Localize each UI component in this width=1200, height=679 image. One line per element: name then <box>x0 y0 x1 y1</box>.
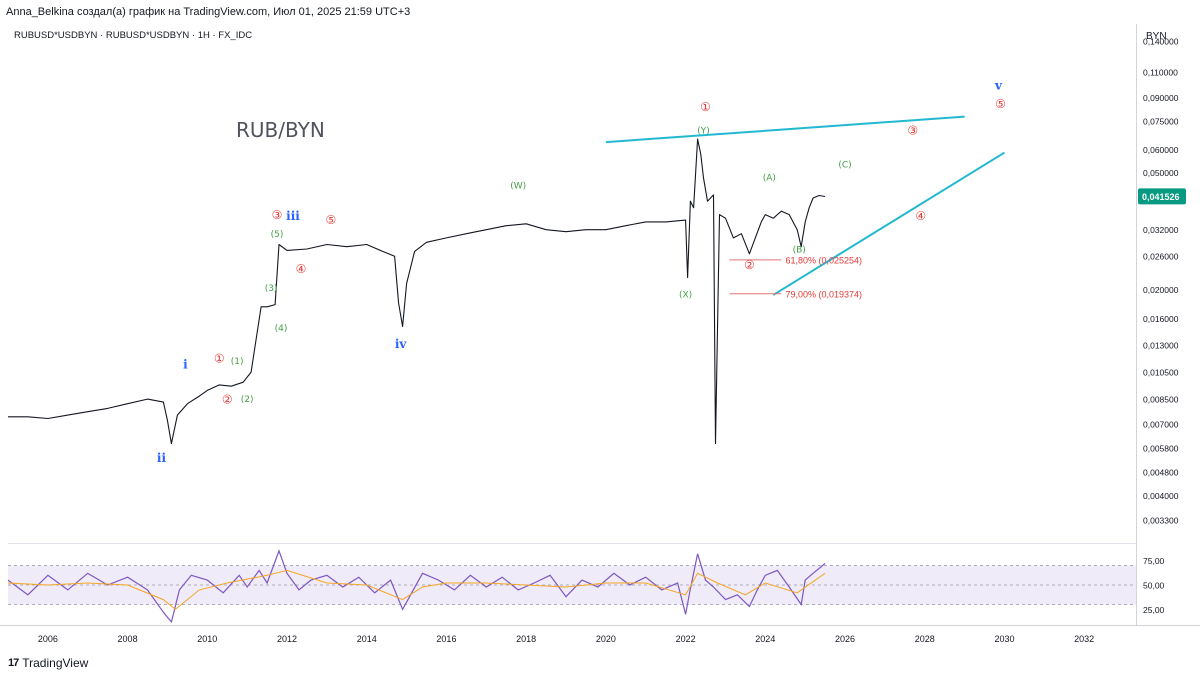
time-tick-label: 2026 <box>835 634 855 644</box>
footer-branding: 17 TradingView <box>8 656 88 670</box>
wave-label: (A) <box>763 174 776 184</box>
time-tick-label: 2006 <box>38 634 58 644</box>
tradingview-brand: TradingView <box>22 656 89 670</box>
tradingview-logo-icon: 17 <box>8 657 19 669</box>
oscillator-tick-label: 75,00 <box>1143 556 1165 566</box>
time-tick-label: 2010 <box>197 634 217 644</box>
wave-label: ② <box>222 393 233 407</box>
wave-label: (1) <box>231 357 244 367</box>
price-tick-label: 0,026000 <box>1143 252 1179 262</box>
time-tick-label: 2018 <box>516 634 536 644</box>
wave-label: ① <box>214 352 225 366</box>
wave-label: (2) <box>241 395 254 405</box>
symbol-line: RUBUSD*USDBYN · RUBUSD*USDBYN · 1H · FX_… <box>14 30 253 41</box>
price-tick-label: 0,013000 <box>1143 340 1179 350</box>
oscillator-tick-label: 25,00 <box>1143 605 1165 615</box>
oscillator-tick-label: 50,00 <box>1143 581 1165 591</box>
price-tick-label: 0,090000 <box>1143 93 1179 103</box>
wave-label: (B) <box>793 245 806 255</box>
wave-label: v <box>994 78 1003 92</box>
wave-label: ③ <box>907 123 918 137</box>
time-tick-label: 2020 <box>596 634 616 644</box>
chart-title: RUB/BYN <box>236 118 325 142</box>
current-price-badge <box>1138 188 1186 205</box>
time-tick-label: 2012 <box>277 634 297 644</box>
oscillator-signal-line <box>7 569 826 611</box>
trendline <box>772 151 1005 296</box>
price-tick-label: 0,004000 <box>1143 491 1179 501</box>
wave-label: iv <box>395 337 408 351</box>
time-tick-label: 2032 <box>1074 634 1094 644</box>
price-tick-label: 0,075000 <box>1143 116 1179 126</box>
price-tick-label: 0,050000 <box>1143 168 1179 178</box>
price-series-line <box>8 138 826 445</box>
time-tick-label: 2028 <box>915 634 935 644</box>
wave-label: (Y) <box>697 126 710 136</box>
time-tick-label: 2022 <box>676 634 696 644</box>
price-tick-label: 0,140000 <box>1143 37 1179 47</box>
current-price-label: 0,041526 <box>1142 192 1180 202</box>
time-tick-label: 2030 <box>994 634 1014 644</box>
wave-label: ③ <box>272 208 283 222</box>
wave-label: (5) <box>271 230 284 240</box>
price-tick-label: 0,010500 <box>1143 368 1179 378</box>
price-tick-label: 0,060000 <box>1143 145 1179 155</box>
price-tick-label: 0,008500 <box>1143 395 1179 405</box>
price-tick-label: 0,007000 <box>1143 419 1179 429</box>
wave-label: (W) <box>510 181 526 191</box>
currency-label: BYN <box>1146 31 1167 42</box>
price-tick-label: 0,004800 <box>1143 468 1179 478</box>
wave-label: ④ <box>296 262 307 276</box>
price-tick-label: 0,032000 <box>1143 225 1179 235</box>
fib-level-label: 79,00% (0,019374) <box>785 289 862 299</box>
wave-label: i <box>183 357 188 371</box>
wave-label: (C) <box>838 161 851 171</box>
price-axis[interactable] <box>1136 24 1200 625</box>
price-tick-label: 0,003300 <box>1143 516 1179 526</box>
wave-label: ④ <box>915 209 926 223</box>
time-tick-label: 2016 <box>436 634 456 644</box>
wave-label: (3) <box>265 284 278 294</box>
fib-level-label: 61,80% (0,025254) <box>785 255 862 265</box>
time-tick-label: 2008 <box>118 634 138 644</box>
time-tick-label: 2014 <box>357 634 377 644</box>
wave-label: ⑤ <box>995 97 1006 111</box>
trendline <box>605 115 965 144</box>
wave-label: ② <box>744 258 755 272</box>
time-tick-label: 2024 <box>755 634 775 644</box>
wave-label: ⑤ <box>325 213 336 227</box>
wave-label: ii <box>157 451 167 465</box>
price-tick-label: 0,110000 <box>1143 67 1178 77</box>
oscillator-line <box>7 549 826 624</box>
wave-label: (4) <box>275 324 288 334</box>
attribution-text: Anna_Belkina создал(а) график на Trading… <box>6 6 411 18</box>
wave-label: iii <box>286 209 300 223</box>
price-tick-label: 0,020000 <box>1143 285 1179 295</box>
wave-label: ① <box>700 100 711 114</box>
wave-label: (X) <box>679 291 692 301</box>
price-tick-label: 0,005800 <box>1143 443 1179 453</box>
price-tick-label: 0,016000 <box>1143 314 1179 324</box>
